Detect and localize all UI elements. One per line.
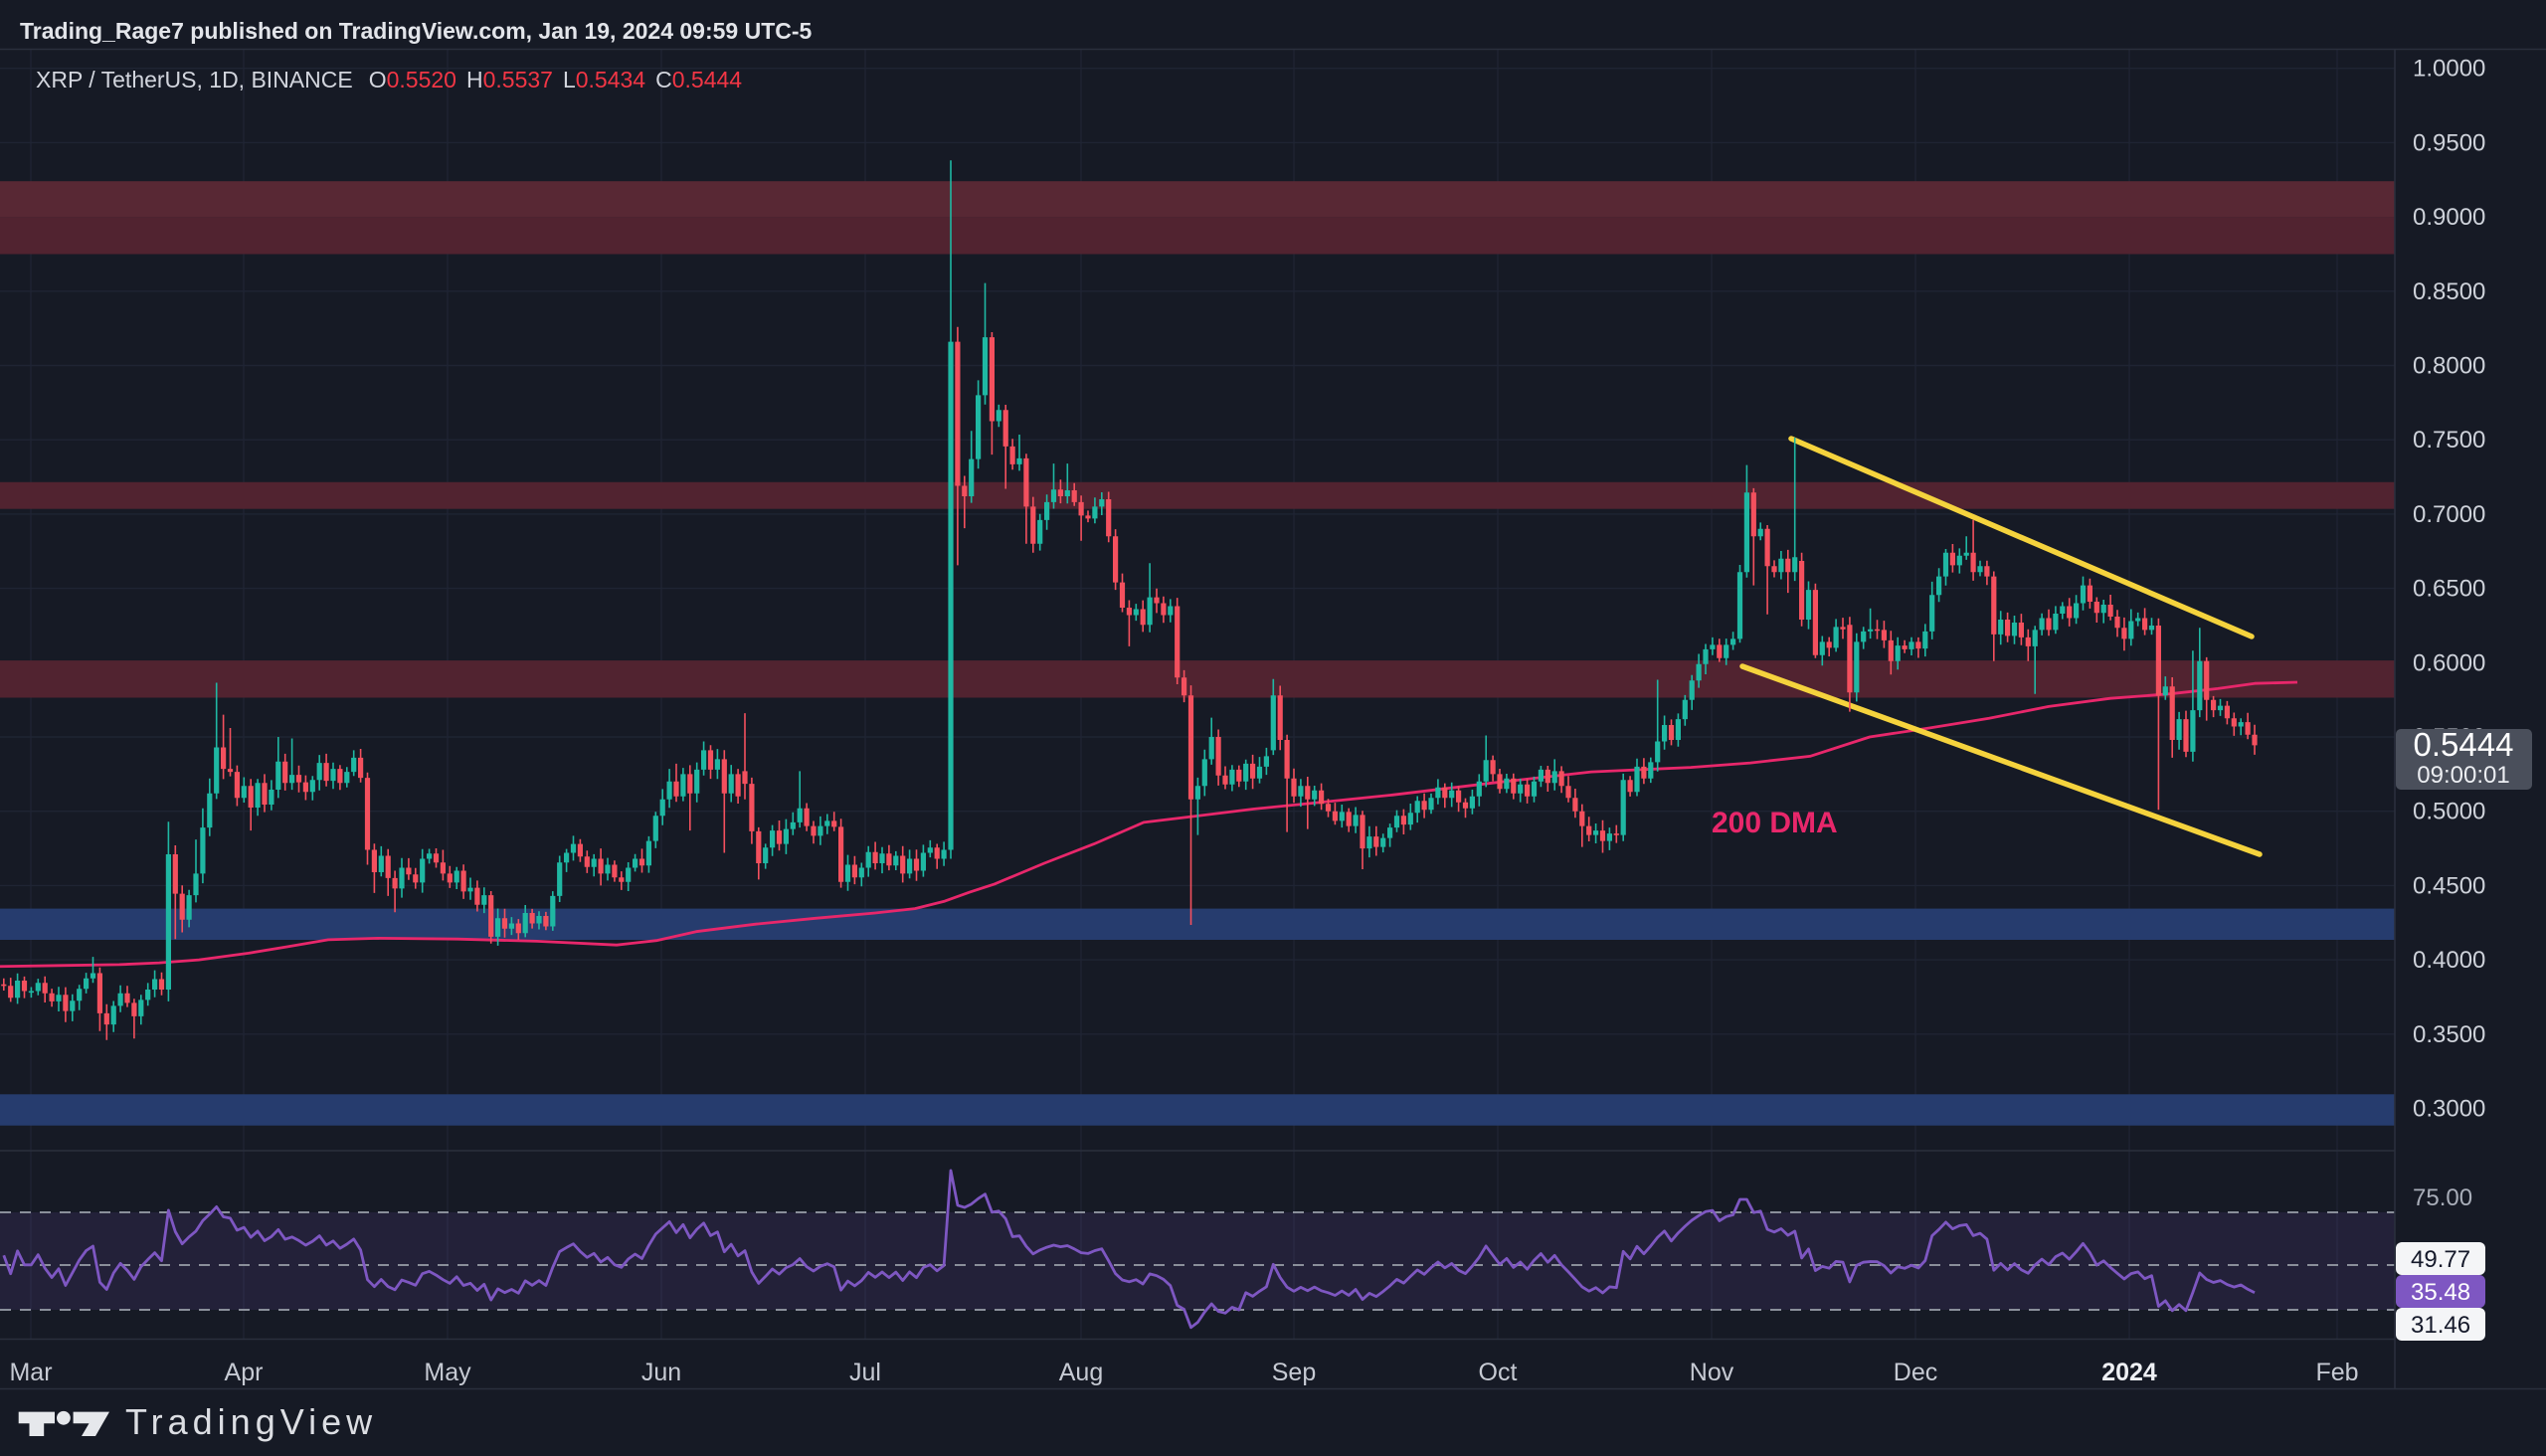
- svg-text:49.77: 49.77: [2411, 1246, 2470, 1273]
- svg-text:Oct: Oct: [1479, 1359, 1518, 1386]
- svg-text:0.5444: 0.5444: [2414, 726, 2514, 763]
- svg-text:Jun: Jun: [641, 1359, 681, 1386]
- svg-text:Aug: Aug: [1059, 1359, 1103, 1386]
- svg-text:Nov: Nov: [1690, 1359, 1734, 1386]
- svg-text:0.4000: 0.4000: [2413, 947, 2485, 974]
- svg-text:0.7500: 0.7500: [2413, 427, 2485, 454]
- svg-text:0.9500: 0.9500: [2413, 129, 2485, 156]
- svg-text:200 DMA: 200 DMA: [1712, 807, 1838, 839]
- svg-text:1.0000: 1.0000: [2413, 56, 2485, 83]
- svg-text:75.00: 75.00: [2413, 1184, 2472, 1211]
- svg-text:2024: 2024: [2101, 1359, 2157, 1386]
- svg-text:0.6500: 0.6500: [2413, 576, 2485, 603]
- svg-text:0.8500: 0.8500: [2413, 278, 2485, 305]
- svg-text:0.3500: 0.3500: [2413, 1021, 2485, 1048]
- svg-text:Feb: Feb: [2315, 1359, 2358, 1386]
- svg-text:0.4500: 0.4500: [2413, 872, 2485, 899]
- svg-text:0.5000: 0.5000: [2413, 799, 2485, 825]
- svg-text:Apr: Apr: [225, 1359, 264, 1386]
- svg-text:35.48: 35.48: [2411, 1279, 2470, 1306]
- svg-text:Trading_Rage7 published on Tra: Trading_Rage7 published on TradingView.c…: [20, 18, 813, 44]
- svg-text:Mar: Mar: [9, 1359, 52, 1386]
- svg-text:0.6000: 0.6000: [2413, 649, 2485, 676]
- svg-text:0.7000: 0.7000: [2413, 501, 2485, 528]
- svg-text:0.8000: 0.8000: [2413, 353, 2485, 380]
- svg-text:09:00:01: 09:00:01: [2417, 762, 2509, 789]
- svg-text:31.46: 31.46: [2411, 1312, 2470, 1339]
- svg-text:Sep: Sep: [1272, 1359, 1316, 1386]
- svg-text:May: May: [424, 1359, 471, 1386]
- svg-text:Dec: Dec: [1894, 1359, 1937, 1386]
- svg-text:0.3000: 0.3000: [2413, 1096, 2485, 1123]
- svg-text:0.9000: 0.9000: [2413, 204, 2485, 231]
- svg-text:TradingView: TradingView: [125, 1401, 377, 1442]
- svg-text:Jul: Jul: [849, 1359, 881, 1386]
